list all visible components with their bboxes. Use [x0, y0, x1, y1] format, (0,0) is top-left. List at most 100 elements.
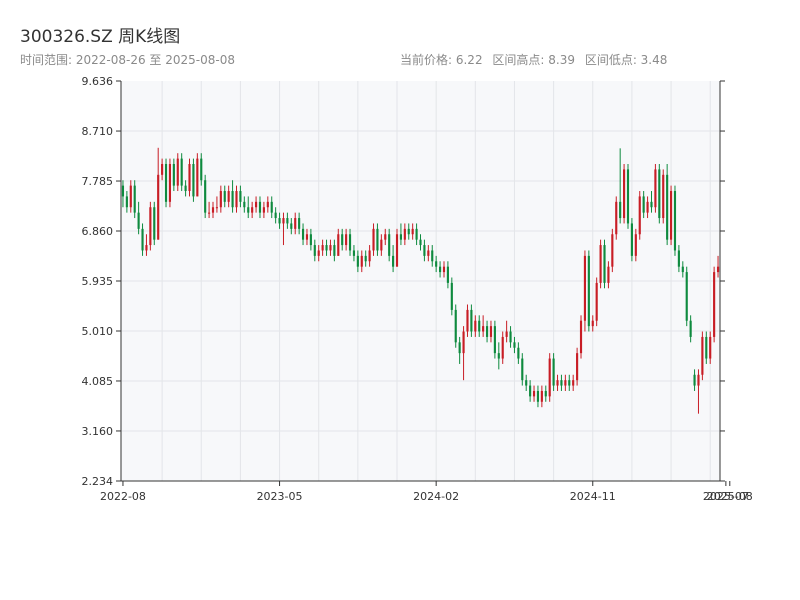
candle-body [407, 228, 410, 235]
candle [345, 228, 348, 251]
candle [145, 234, 148, 256]
candle [713, 266, 716, 343]
candle [415, 223, 418, 246]
price-stats: 当前价格: 6.22 区间高点: 8.39 区间低点: 3.48 [400, 51, 673, 68]
x-tick-label: 2024-11 [570, 490, 616, 503]
candle [137, 201, 140, 235]
candle-body [301, 228, 305, 240]
candle [583, 250, 587, 332]
candle [305, 228, 309, 246]
candle-body [309, 234, 312, 246]
candle-body [529, 385, 532, 397]
candle-body [129, 185, 132, 208]
candle [435, 255, 438, 273]
candle [239, 185, 242, 208]
candle [168, 158, 172, 208]
candle [478, 315, 481, 337]
candle [333, 239, 336, 262]
candle [599, 239, 602, 289]
candle [470, 304, 473, 337]
candle-body [239, 191, 242, 202]
candle-body [231, 191, 234, 208]
x-tick-label: 2023-05 [257, 490, 303, 503]
candle [149, 201, 152, 251]
candle-body [192, 164, 195, 197]
y-tick-label: 9.636 [82, 75, 114, 88]
candle [669, 185, 673, 246]
candle [227, 185, 230, 208]
candle [572, 374, 575, 391]
candle [423, 239, 426, 262]
candle [501, 331, 504, 364]
candle [395, 228, 399, 267]
candle-body [125, 196, 128, 208]
candle-body [227, 191, 230, 202]
candle [446, 261, 449, 289]
candle [474, 315, 477, 337]
candle-body [356, 255, 359, 267]
candle-body [478, 320, 481, 332]
candle-body [121, 185, 125, 197]
candle [337, 228, 340, 256]
candle-body [282, 218, 285, 224]
candle [634, 228, 637, 262]
candle-body [576, 353, 579, 381]
candle [654, 164, 657, 213]
y-tick-label: 5.935 [82, 275, 114, 288]
candle [705, 331, 708, 364]
candle-body [333, 245, 336, 256]
candle [141, 223, 144, 256]
candle-body [415, 228, 418, 240]
candle-body [697, 374, 700, 386]
candle [662, 169, 665, 224]
candle-body [341, 234, 344, 246]
candle-body [646, 201, 649, 213]
candle [642, 191, 645, 219]
candle [258, 196, 262, 219]
candle-body [669, 191, 673, 240]
candle [544, 385, 547, 402]
candle [666, 164, 669, 246]
candle [325, 239, 328, 256]
candle-body [137, 212, 140, 229]
candle [716, 255, 720, 278]
candle [399, 223, 403, 246]
candle-body [615, 201, 618, 235]
candle [646, 196, 649, 219]
candle-body [313, 245, 316, 256]
candle-body [149, 207, 152, 246]
candle [603, 239, 606, 289]
candle-body [274, 212, 277, 219]
candle [607, 261, 610, 289]
candle [235, 185, 238, 213]
candle [188, 158, 191, 197]
candle [282, 212, 285, 246]
candle [192, 158, 195, 202]
candle-body [388, 234, 391, 256]
candle [262, 201, 265, 219]
candle [411, 223, 414, 240]
candle-body [188, 164, 191, 192]
candle-body [642, 196, 645, 213]
candle-body [423, 245, 426, 256]
candle [196, 153, 199, 197]
candle [619, 148, 622, 224]
candle-body [157, 174, 160, 240]
candle-body [611, 234, 614, 267]
candle-body [685, 272, 688, 321]
candle [466, 304, 469, 337]
candle [356, 250, 359, 273]
candle-body [709, 336, 712, 359]
candle-body [572, 380, 575, 386]
candle [278, 212, 281, 229]
candle [341, 228, 344, 251]
candle [301, 223, 305, 246]
candle-body [251, 207, 254, 213]
candle [364, 250, 367, 267]
range-low-label: 区间低点: 3.48 [584, 53, 668, 67]
candle-body [442, 266, 446, 273]
candle-body [184, 185, 187, 192]
candle-body [235, 191, 238, 208]
candle-body [172, 164, 175, 186]
candle [254, 196, 258, 213]
